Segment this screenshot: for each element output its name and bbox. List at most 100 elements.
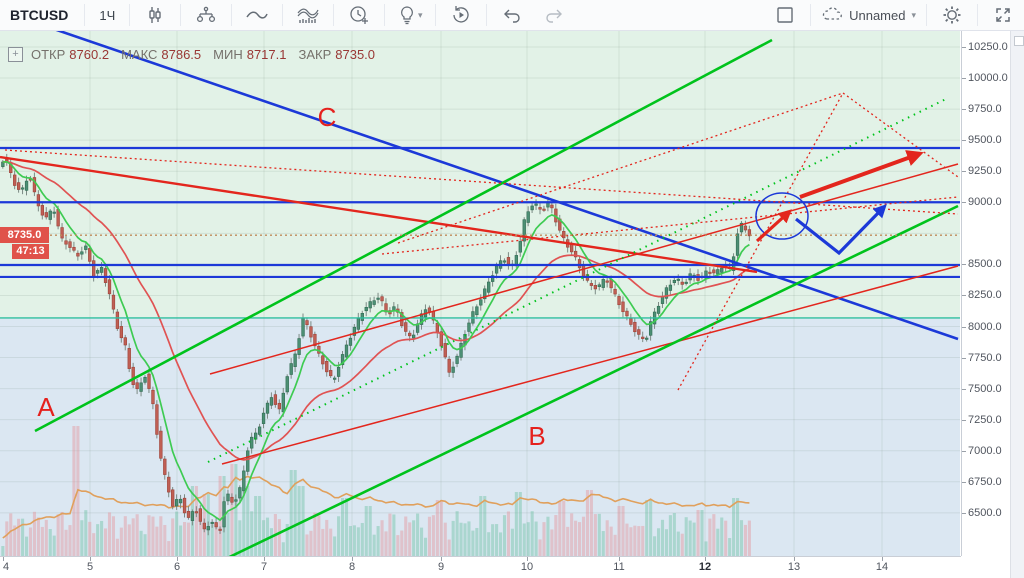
price-tick: [962, 512, 966, 514]
price-axis-label: 9750.0: [968, 103, 1002, 116]
line-style-icon[interactable]: [236, 2, 278, 28]
open-label: ОТКР: [31, 46, 66, 62]
time-axis-label: 9: [437, 561, 445, 573]
time-axis-label: 6: [173, 561, 181, 573]
svg-text:A: A: [37, 392, 55, 422]
chevron-down-icon: ▾: [911, 9, 916, 20]
replay-icon[interactable]: [440, 2, 482, 28]
svg-text:B: B: [528, 421, 545, 451]
price-tick: [962, 326, 966, 328]
price-axis-label: 9250.0: [968, 165, 1002, 178]
time-axis-label: 5: [86, 561, 94, 573]
price-axis-label: 7250.0: [968, 413, 1002, 426]
price-tick: [962, 109, 966, 111]
separator: [435, 4, 437, 26]
time-tick: [527, 557, 528, 561]
price-tick: [962, 295, 966, 297]
time-tick: [90, 557, 91, 561]
price-axis-label: 8500.0: [968, 258, 1002, 271]
price-axis-label: 8250.0: [968, 289, 1002, 302]
price-tick: [962, 140, 966, 142]
time-tick: [441, 557, 442, 561]
price-tick: [962, 357, 966, 359]
interval-button[interactable]: 1Ч: [99, 7, 116, 23]
time-tick: [264, 557, 265, 561]
alert-clock-icon[interactable]: [338, 2, 380, 28]
time-axis-label: 13: [787, 561, 801, 573]
high-label: МАКС: [121, 46, 158, 62]
idea-bulb-icon[interactable]: ▾: [389, 2, 431, 28]
time-axis-label: 11: [613, 561, 625, 573]
separator: [129, 4, 131, 26]
price-axis-label: 10250.0: [968, 41, 1008, 53]
price-axis-label: 7750.0: [968, 351, 1002, 364]
low-value: 8717.1: [246, 46, 287, 62]
time-tick: [705, 557, 706, 561]
price-tick: [962, 171, 966, 173]
time-tick: [3, 557, 4, 561]
time-tick: [177, 557, 178, 561]
last-price-badge: 8735.0: [0, 227, 49, 243]
layout-name-label: Unnamed: [849, 7, 906, 23]
time-axis-label: 10: [520, 561, 534, 573]
compare-icon[interactable]: [185, 2, 227, 28]
indicators-icon[interactable]: [287, 2, 329, 28]
separator: [333, 4, 335, 26]
separator: [231, 4, 233, 26]
redo-icon[interactable]: [533, 2, 575, 28]
price-tick: [962, 388, 966, 390]
price-tick: [962, 202, 966, 204]
right-sidebar-strip[interactable]: [1010, 30, 1024, 578]
price-axis-label: 9000.0: [968, 196, 1002, 209]
price-axis[interactable]: 10250.0 10000.0 9750.0 9500.0 9250.0 9000.0 85…: [961, 30, 1011, 556]
time-axis-label: 4: [2, 561, 10, 573]
price-axis-label: 9500.0: [968, 134, 1002, 147]
high-value: 8786.5: [161, 46, 202, 62]
price-axis-label: 7000.0: [968, 444, 1002, 457]
fullscreen-icon[interactable]: [982, 2, 1024, 28]
low-label: МИН: [213, 46, 243, 62]
time-axis[interactable]: 4 5 6 7 8 9 10 11 12 13 14: [0, 556, 961, 578]
separator: [977, 4, 978, 26]
time-tick: [882, 557, 883, 561]
close-value: 8735.0: [335, 46, 376, 62]
time-tick: [352, 557, 353, 561]
symbol-button[interactable]: BTCUSD: [10, 7, 69, 23]
close-label: ЗАКР: [298, 46, 332, 62]
price-axis-label: 8000.0: [968, 320, 1002, 333]
separator: [384, 4, 386, 26]
price-axis-label: 7500.0: [968, 382, 1002, 395]
price-tick: [962, 481, 966, 483]
separator: [180, 4, 182, 26]
time-axis-label: 12: [698, 561, 712, 573]
price-tick: [962, 450, 966, 452]
separator: [282, 4, 284, 26]
sidebar-toggle-icon[interactable]: [1014, 36, 1024, 46]
add-symbol-icon[interactable]: +: [8, 46, 23, 62]
time-axis-label: 14: [875, 561, 889, 573]
price-axis-label: 6750.0: [968, 475, 1002, 488]
chevron-down-icon: ▾: [417, 9, 423, 20]
layout-icon[interactable]: [764, 2, 806, 28]
settings-gear-icon[interactable]: [931, 2, 973, 28]
time-axis-label: 8: [348, 561, 356, 573]
separator: [486, 4, 488, 26]
price-tick: [962, 78, 966, 80]
cloud-save-button[interactable]: Unnamed ▾: [815, 2, 922, 28]
candles-icon[interactable]: [134, 2, 176, 28]
time-tick: [619, 557, 620, 561]
top-toolbar: BTCUSD 1Ч: [0, 0, 1024, 31]
separator: [84, 4, 86, 26]
separator: [810, 4, 812, 26]
price-tick: [962, 419, 966, 421]
price-tick: [962, 264, 966, 266]
svg-text:C: C: [318, 102, 337, 132]
ohlc-legend[interactable]: + ОТКР 8760.2 МАКС 8786.5 МИН 8717.1 ЗАК…: [8, 44, 387, 64]
undo-icon[interactable]: [491, 2, 533, 28]
bar-countdown-badge: 47:13: [12, 244, 49, 259]
price-axis-label: 10000.0: [968, 72, 1008, 85]
price-axis-label: 6500.0: [968, 506, 1002, 519]
separator: [926, 4, 927, 26]
